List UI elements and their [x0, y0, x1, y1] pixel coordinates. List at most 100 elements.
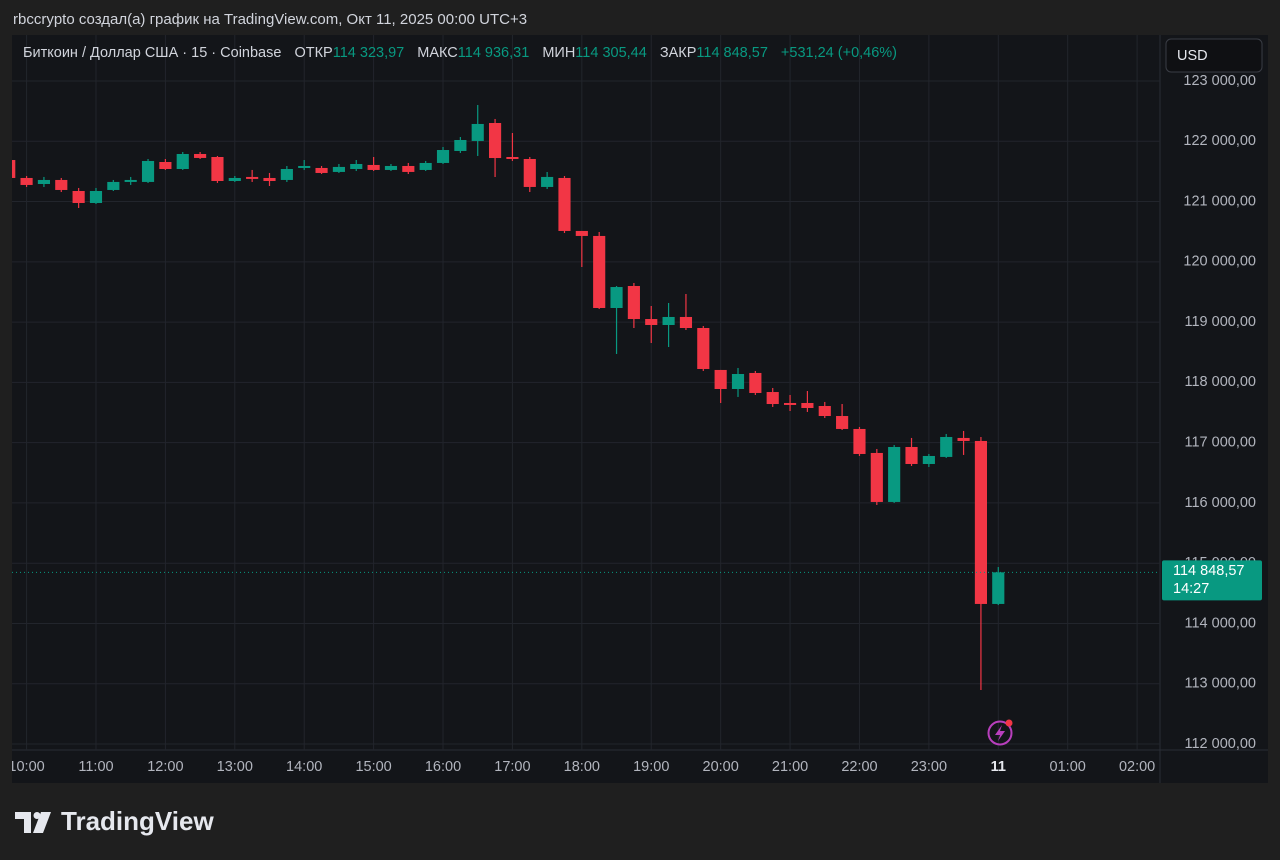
candle-body [350, 163, 363, 169]
currency-button[interactable]: USD [1165, 38, 1263, 73]
candle-body [610, 287, 623, 308]
x-tick-label: 15:00 [355, 759, 391, 775]
candle-body [332, 166, 345, 172]
candle-body [974, 440, 988, 604]
symbol: Биткоин / Доллар США · 15 · Coinbase [23, 45, 282, 61]
candles [12, 104, 1160, 690]
candle-body [159, 162, 172, 169]
candle-body [645, 319, 658, 325]
candle-body [836, 416, 849, 429]
candle-body [280, 168, 293, 180]
alert-icon[interactable] [987, 719, 1013, 746]
candle-body [801, 402, 814, 408]
candle-body [575, 230, 588, 236]
y-tick-label: 119 000,00 [1185, 314, 1257, 330]
legend-value: 114 848,57 [696, 45, 768, 61]
candle-body [957, 437, 970, 441]
candle-body [662, 316, 675, 325]
last-price-box [1162, 560, 1262, 601]
legend: Биткоин / Доллар США · 15 · Coinbase ОТК… [23, 45, 897, 61]
attribution: rbccrypto создал(а) график на TradingVie… [13, 11, 527, 28]
currency-label[interactable]: USD [1177, 48, 1208, 64]
candle-body [402, 165, 415, 172]
x-tick-label: 14:00 [286, 759, 322, 775]
candle-body [888, 446, 901, 502]
candle-body [818, 406, 831, 417]
y-tick-label: 118 000,00 [1185, 374, 1257, 390]
candle-body [506, 156, 519, 159]
legend-value: 114 936,31 [457, 45, 530, 61]
candle-body [384, 165, 398, 170]
x-tick-label: 12:00 [147, 759, 183, 775]
candle-body [766, 392, 779, 405]
candle-body [194, 153, 207, 158]
candle-body [176, 153, 189, 169]
candle-body [124, 179, 137, 182]
candle-body [107, 181, 120, 190]
brand-logo: TradingView [15, 806, 214, 836]
candle-body [246, 176, 259, 179]
x-tick-label: 11 [991, 759, 1006, 775]
candle-body [454, 140, 467, 151]
candle-body [20, 177, 33, 185]
logo-part [33, 812, 41, 819]
candle-body [489, 123, 502, 159]
candle-body [697, 328, 710, 369]
logo-part [15, 812, 31, 833]
alert-circle[interactable] [987, 720, 1013, 746]
candle-body [55, 179, 68, 190]
x-tick-label: 23:00 [911, 759, 947, 775]
legend-label: МИН [542, 45, 576, 61]
y-tick-label: 112 000,00 [1185, 736, 1257, 752]
legend-value: 114 305,44 [575, 45, 647, 61]
candle-body [141, 160, 155, 182]
y-tick-label: 120 000,00 [1183, 254, 1256, 270]
candle-body [627, 285, 640, 320]
x-tick-label: 11:00 [78, 759, 113, 775]
y-tick-label: 116 000,00 [1185, 495, 1257, 511]
candle-body [940, 436, 953, 457]
candle-body [558, 177, 571, 231]
alert-dot[interactable] [1005, 719, 1013, 727]
x-tick-label: 22:00 [841, 759, 877, 775]
x-tick-label: 02:00 [1119, 759, 1155, 775]
candle-body [870, 452, 883, 502]
brand-name: TradingView [61, 806, 214, 836]
y-tick-label: 123 000,00 [1183, 73, 1256, 89]
y-tick-label: 117 000,00 [1185, 434, 1257, 450]
candle-body [471, 123, 484, 141]
y-tick-label: 113 000,00 [1185, 676, 1257, 692]
candle-body [922, 455, 935, 464]
logo-part [33, 812, 51, 833]
time-axis: 10:00 11:00 12:00 13:00 14:00 15:00 16:00 17:00… [8, 759, 1155, 775]
candle-body [37, 179, 51, 185]
x-tick-label: 21:00 [772, 759, 808, 775]
legend-label: ЗАКР [659, 45, 697, 61]
candle-body [263, 177, 276, 181]
alert-bolt[interactable] [995, 725, 1005, 741]
candle-body [992, 572, 1005, 604]
candle-body [315, 167, 328, 173]
candle-body [853, 428, 866, 454]
candle-body [523, 158, 536, 187]
x-tick-label: 01:00 [1050, 759, 1086, 775]
x-tick-label: 19:00 [633, 759, 669, 775]
candle-body [593, 235, 606, 308]
candle-body [211, 156, 224, 181]
countdown-label: 14:27 [1173, 581, 1209, 597]
candle-body [905, 446, 918, 464]
y-tick-label: 122 000,00 [1183, 133, 1256, 149]
candle-body [679, 316, 693, 329]
last-price-label: 114 848,57 [1173, 563, 1245, 579]
legend-label: МАКС [417, 45, 458, 61]
candle-body [89, 190, 103, 203]
x-tick-label: 17:00 [494, 759, 530, 775]
candle-body [12, 160, 16, 178]
legend-change: +531,24 (+0,46%) [780, 45, 898, 61]
x-tick-label: 10:00 [8, 759, 44, 775]
candle-body [72, 190, 85, 203]
candle-body [731, 373, 745, 390]
currency-button-box[interactable] [1165, 38, 1263, 73]
